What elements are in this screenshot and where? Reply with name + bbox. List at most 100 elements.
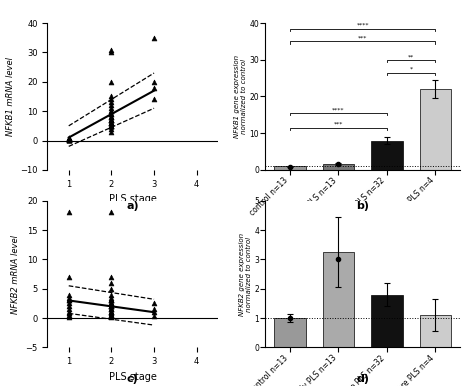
Point [65, 136, 73, 142]
Point [65, 300, 73, 306]
Text: ****: **** [332, 107, 345, 112]
Text: ***: *** [334, 122, 343, 127]
Point [65, 291, 73, 298]
Point [108, 313, 115, 319]
Point [108, 312, 115, 318]
Point [65, 306, 73, 312]
Point [108, 117, 115, 123]
Point [150, 306, 158, 312]
Point [65, 134, 73, 141]
Point [65, 135, 73, 142]
Point [108, 291, 115, 298]
Point [108, 312, 115, 318]
Point [150, 79, 158, 85]
Point [108, 108, 115, 114]
Point [65, 209, 73, 215]
Point [108, 108, 115, 114]
Point [108, 286, 115, 292]
Point [108, 309, 115, 315]
Point [108, 295, 115, 301]
Text: **: ** [408, 54, 414, 59]
Y-axis label: NFKB2 gene expression
normalized to control: NFKB2 gene expression normalized to cont… [238, 232, 252, 316]
Point [108, 123, 115, 129]
Point [65, 309, 73, 315]
Point [150, 85, 158, 91]
Bar [371, 141, 403, 170]
Point [65, 310, 73, 317]
Point [108, 300, 115, 306]
Point [108, 93, 115, 100]
Point [108, 117, 115, 123]
Bar [274, 166, 306, 170]
Point [108, 117, 115, 123]
Point [108, 312, 115, 318]
Point [65, 136, 73, 142]
Point [108, 313, 115, 319]
Point [108, 297, 115, 303]
Point [108, 306, 115, 312]
Point [108, 123, 115, 129]
Text: d): d) [356, 374, 369, 384]
Point [108, 303, 115, 310]
Point [108, 309, 115, 315]
Bar [274, 318, 306, 347]
Point [108, 297, 115, 303]
Point [108, 114, 115, 120]
Point [150, 96, 158, 103]
Point [108, 300, 115, 306]
Text: ****: **** [356, 23, 369, 28]
Bar [322, 252, 354, 347]
Point [65, 274, 73, 280]
Point [65, 312, 73, 318]
Point [108, 120, 115, 126]
Point [108, 114, 115, 120]
Point [108, 114, 115, 120]
Point [108, 102, 115, 108]
Point [108, 105, 115, 111]
Point [108, 303, 115, 310]
Point [108, 314, 115, 320]
Point [108, 306, 115, 312]
Point [65, 297, 73, 303]
X-axis label: PLS stage: PLS stage [109, 372, 157, 382]
Y-axis label: NFKB2 mRNA level: NFKB2 mRNA level [11, 235, 20, 313]
Point [65, 137, 73, 143]
Point [108, 129, 115, 135]
Point [108, 306, 115, 312]
Point [108, 120, 115, 126]
Point [65, 136, 73, 142]
Point [108, 111, 115, 117]
Text: b): b) [356, 201, 369, 211]
Point [65, 137, 73, 143]
Point [65, 137, 73, 143]
Point [150, 35, 158, 41]
Point [108, 120, 115, 126]
Point [108, 96, 115, 103]
Point [108, 303, 115, 310]
Point [108, 303, 115, 310]
Point [108, 274, 115, 280]
Point [65, 297, 73, 303]
Point [108, 300, 115, 306]
Text: ***: *** [358, 36, 367, 41]
Point [108, 111, 115, 117]
Point [108, 123, 115, 129]
Point [108, 297, 115, 303]
Point [108, 46, 115, 52]
Point [108, 126, 115, 132]
Point [108, 99, 115, 105]
Point [65, 135, 73, 141]
Point [108, 303, 115, 310]
Point [108, 117, 115, 123]
X-axis label: PLS stage: PLS stage [109, 194, 157, 204]
Bar [322, 164, 354, 170]
Point [108, 310, 115, 317]
Bar [371, 295, 403, 347]
Point [65, 314, 73, 320]
Point [108, 79, 115, 85]
Point [65, 137, 73, 143]
Point [108, 297, 115, 303]
Point [108, 309, 115, 315]
Point [108, 123, 115, 129]
Point [108, 117, 115, 123]
